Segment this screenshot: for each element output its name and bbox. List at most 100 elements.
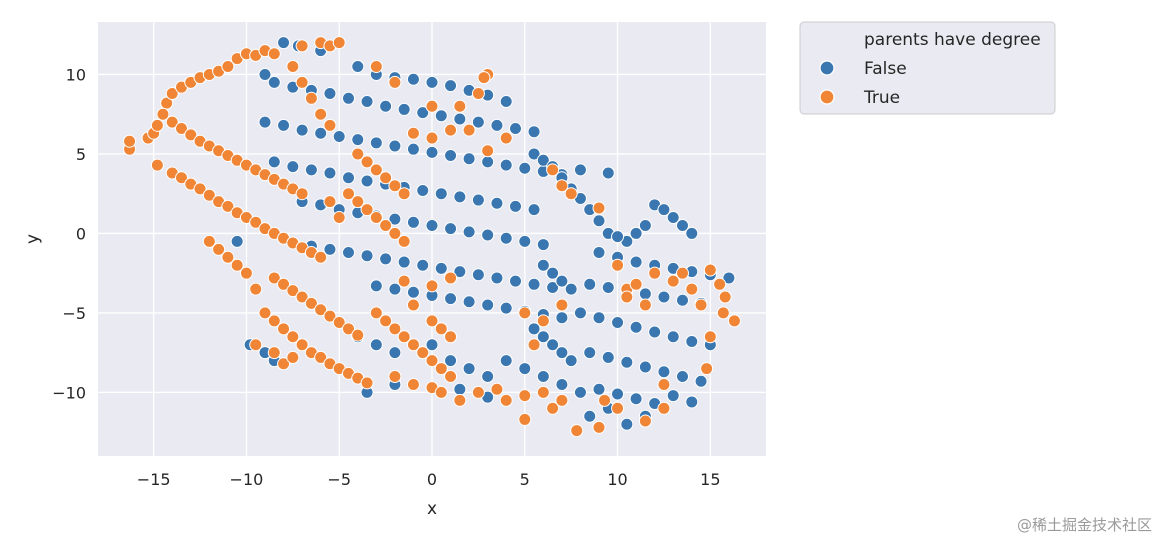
- point-true: [434, 385, 448, 399]
- point-true: [716, 306, 730, 320]
- point-false: [611, 387, 625, 401]
- point-true: [406, 338, 420, 352]
- point-false: [388, 139, 402, 153]
- point-false: [620, 417, 634, 431]
- point-true: [286, 284, 300, 298]
- point-false: [332, 129, 346, 143]
- point-true: [221, 199, 235, 213]
- point-true: [150, 118, 164, 132]
- y-tick-label: 0: [76, 224, 86, 243]
- point-true: [570, 424, 584, 438]
- point-false: [509, 122, 522, 136]
- point-true: [150, 158, 164, 172]
- x-tick-label: −5: [327, 470, 351, 489]
- y-tick-label: −5: [62, 304, 86, 323]
- point-false: [342, 91, 355, 105]
- point-false: [462, 152, 476, 166]
- point-false: [369, 136, 383, 150]
- point-false: [722, 271, 736, 285]
- point-true: [388, 322, 402, 336]
- point-true: [295, 75, 309, 89]
- point-true: [230, 258, 244, 272]
- point-true: [406, 377, 420, 391]
- point-true: [425, 354, 439, 368]
- point-false: [518, 161, 532, 175]
- x-tick-label: −10: [230, 470, 264, 489]
- point-false: [666, 330, 680, 344]
- point-true: [342, 187, 355, 201]
- point-false: [397, 255, 411, 269]
- point-false: [583, 346, 597, 360]
- point-true: [388, 370, 402, 384]
- point-false: [425, 338, 439, 352]
- point-false: [546, 266, 560, 280]
- point-false: [351, 60, 365, 74]
- point-false: [601, 350, 615, 364]
- point-true: [239, 266, 253, 280]
- point-true: [286, 350, 300, 364]
- point-true: [666, 274, 680, 288]
- point-true: [564, 187, 578, 201]
- point-true: [638, 298, 652, 312]
- point-true: [193, 182, 207, 196]
- point-true: [351, 195, 365, 209]
- point-true: [267, 314, 281, 328]
- watermark-text: @稀土掘金技术社区: [1017, 516, 1152, 534]
- point-false: [685, 335, 699, 349]
- point-false: [666, 389, 680, 403]
- point-false: [536, 258, 550, 272]
- point-false: [536, 238, 550, 252]
- point-false: [444, 354, 458, 368]
- point-false: [564, 282, 578, 296]
- point-false: [499, 158, 513, 172]
- point-false: [573, 306, 587, 320]
- point-false: [323, 242, 337, 256]
- point-true: [360, 376, 374, 390]
- point-false: [471, 268, 485, 282]
- point-true: [286, 330, 300, 344]
- point-false: [462, 225, 476, 239]
- point-false: [629, 392, 643, 406]
- point-true: [277, 357, 291, 371]
- point-false: [490, 271, 504, 285]
- point-false: [471, 115, 485, 129]
- point-false: [611, 230, 625, 244]
- point-false: [277, 118, 291, 132]
- point-true: [620, 290, 634, 304]
- point-false: [314, 126, 328, 140]
- point-true: [314, 250, 328, 264]
- point-true: [453, 99, 467, 113]
- point-false: [425, 145, 439, 159]
- point-true: [388, 75, 402, 89]
- point-false: [573, 385, 587, 399]
- point-true: [123, 134, 137, 148]
- x-tick-label: 10: [607, 470, 627, 489]
- point-true: [611, 258, 625, 272]
- x-tick-label: 5: [520, 470, 530, 489]
- point-false: [406, 142, 420, 156]
- point-false: [286, 160, 300, 174]
- point-true: [351, 328, 365, 342]
- point-false: [499, 354, 513, 368]
- point-false: [406, 285, 420, 299]
- point-false: [592, 382, 606, 396]
- point-true: [165, 87, 179, 101]
- point-false: [573, 163, 587, 177]
- point-false: [555, 274, 569, 288]
- point-true: [277, 322, 291, 336]
- point-true: [295, 290, 309, 304]
- point-false: [416, 184, 430, 198]
- point-true: [444, 330, 458, 344]
- point-false: [592, 311, 606, 325]
- point-true: [304, 296, 318, 310]
- point-true: [499, 131, 513, 145]
- point-false: [434, 109, 448, 123]
- point-true: [267, 346, 281, 360]
- point-false: [499, 231, 513, 245]
- point-true: [406, 298, 420, 312]
- point-false: [555, 346, 569, 360]
- point-false: [509, 199, 522, 213]
- point-true: [156, 107, 170, 121]
- point-true: [425, 131, 439, 145]
- point-false: [518, 362, 532, 376]
